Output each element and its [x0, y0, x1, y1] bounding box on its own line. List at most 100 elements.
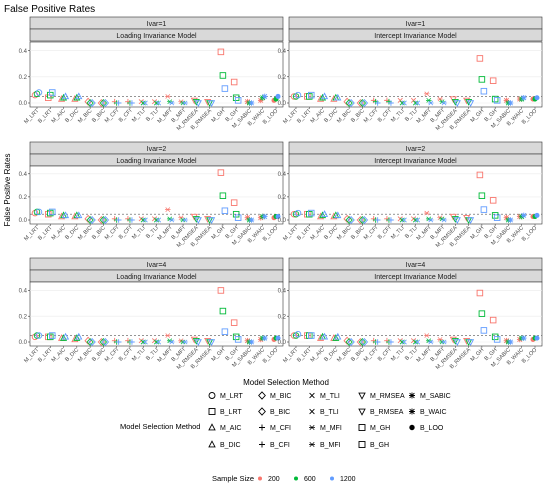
data-point-m-aic-1200	[321, 210, 329, 217]
data-point-b-lrt-600	[306, 93, 313, 100]
legend-key-size-1200	[330, 476, 334, 481]
legend-key-b-mfi	[309, 441, 315, 448]
data-point-b-bic-600	[358, 98, 367, 108]
legend-label-m-mfi: M_MFI	[320, 425, 342, 432]
x-tick-label-m-cfi: M_CFI	[104, 108, 120, 124]
data-point-b-bic-1200	[101, 98, 110, 108]
data-point-b-rmsea-1200	[208, 217, 216, 225]
data-point-b-mfi-1200	[441, 100, 447, 106]
data-point-m-mfi-200	[423, 91, 430, 97]
data-point-m-aic-1200	[321, 92, 329, 100]
data-point-b-bic-1200	[101, 337, 110, 347]
data-point-m-mfi-1200	[168, 100, 175, 106]
data-point-b-waic-1200	[261, 335, 268, 341]
data-point-b-lrt-1200	[308, 209, 315, 217]
data-point-b-lrt-1200	[308, 91, 315, 99]
data-point-m-gh-1200	[221, 328, 229, 335]
y-tick-label: 0.4	[19, 289, 28, 295]
y-tick-label: 0.2	[278, 75, 287, 81]
data-point-m-aic-600	[319, 93, 327, 101]
data-point-b-dic-200	[71, 212, 79, 220]
x-tick-label-m-gh: M_GH	[211, 225, 227, 241]
legend-label-b-lrt: B_LRT	[220, 409, 242, 416]
data-point-m-rmsea-600	[192, 98, 200, 106]
legend-key-b-loo	[409, 424, 415, 431]
data-point-m-lrt-200	[290, 332, 298, 339]
data-point-b-waic-600	[518, 213, 525, 220]
data-point-m-aic-1200	[62, 92, 70, 100]
x-tick-label-b-cfi: B_CFI	[377, 225, 393, 241]
data-point-b-cfi-1200	[129, 100, 135, 106]
data-point-b-dic-1200	[75, 92, 83, 100]
legend-key-size-200	[258, 476, 262, 481]
x-tick-label-b-cfi: B_CFI	[377, 347, 393, 363]
legend-label-m-rmsea: M_RMSEA	[370, 393, 405, 400]
data-point-b-loo-1200	[275, 214, 281, 220]
panel-1: Ivar=1 Loading Invariance Model 0.0 0.2 0.4 M…	[19, 16, 284, 132]
data-point-m-gh-1200	[221, 85, 229, 92]
data-point-m-aic-600	[60, 334, 68, 341]
legend-label-m-aic: M_AIC	[220, 425, 241, 432]
data-point-m-mfi-1200	[168, 217, 175, 223]
x-tick-label-m-gh: M_GH	[470, 108, 486, 124]
data-point-b-tli-600	[153, 100, 160, 106]
x-tick-label-m-cfi: M_CFI	[363, 108, 379, 124]
data-point-m-sabic-1200	[248, 217, 255, 223]
data-point-m-tli-600	[399, 339, 405, 345]
x-tick-label-b-cfi: B_CFI	[118, 108, 134, 124]
data-point-m-cfi-1200	[115, 100, 122, 106]
legend-label-m-bic: M_BIC	[270, 393, 291, 400]
panel-strip-bottom-label: Loading Invariance Model	[116, 33, 197, 40]
panel-6: Ivar=4 Intercept Invariance Model 0.0 0.2 0.…	[278, 257, 543, 371]
shape-legend: Model Selection Method M_LRT M_BIC M_TLI M_R…	[120, 391, 451, 449]
data-point-m-tli-600	[140, 217, 146, 223]
panel-strip-bottom-label: Loading Invariance Model	[116, 274, 197, 281]
y-tick-label: 0.2	[278, 314, 287, 320]
legend-label-m-tli: M_TLI	[320, 393, 340, 400]
data-point-b-lrt-1200	[49, 208, 56, 216]
data-point-m-tli-1200	[142, 100, 148, 106]
x-tick-label-m-tli: M_TLI	[390, 225, 406, 241]
data-point-m-rmsea-1200	[453, 217, 461, 225]
y-tick-label: 0.0	[278, 340, 287, 346]
data-point-m-sabic-1200	[248, 339, 255, 345]
x-tick-label-m-bic: M_BIC	[336, 225, 352, 241]
legend-label-b-loo: B_LOO	[420, 425, 444, 432]
legend-label-m-sabic: M_SABIC	[420, 393, 451, 400]
data-point-b-tli-1200	[155, 100, 162, 106]
x-tick-label-m-mfi: M_MFI	[157, 225, 174, 242]
data-point-b-mfi-200	[437, 337, 443, 342]
x-tick-label-b-loo: B_LOO	[262, 225, 280, 243]
data-point-m-tli-1200	[142, 339, 148, 345]
data-point-b-mfi-1200	[441, 217, 447, 223]
data-point-m-gh-600	[219, 192, 227, 199]
x-tick-label-m-cfi: M_CFI	[363, 347, 379, 363]
data-point-b-bic-600	[99, 215, 108, 225]
data-point-m-lrt-1200	[294, 91, 302, 99]
data-point-m-mfi-1200	[427, 100, 434, 106]
data-point-b-lrt-600	[306, 210, 313, 218]
data-point-m-bic-200	[343, 336, 351, 345]
data-point-m-gh-1200	[480, 327, 488, 334]
x-tick-label-b-loo: B_LOO	[521, 225, 539, 243]
data-point-b-gh-200	[489, 77, 497, 84]
legend-label-b-gh: B_GH	[370, 442, 389, 449]
data-point-m-rmsea-600	[451, 338, 459, 345]
legend-key-b-tli	[309, 408, 315, 415]
panel-strip-bottom-label: Intercept Invariance Model	[374, 33, 457, 40]
data-point-m-aic-200	[317, 334, 325, 341]
y-tick-label: 0.4	[278, 49, 287, 55]
data-point-m-lrt-1200	[35, 332, 43, 339]
data-point-b-gh-200	[230, 199, 238, 206]
data-point-m-bic-200	[343, 214, 351, 223]
x-tick-label-m-gh: M_GH	[470, 347, 486, 363]
data-point-m-tli-1200	[142, 217, 148, 223]
data-point-b-waic-600	[518, 96, 525, 102]
data-point-m-tli-600	[140, 339, 146, 345]
data-point-b-waic-1200	[520, 335, 527, 341]
panel-4: Ivar=2 Intercept Invariance Model 0.0 0.2 0.…	[278, 141, 543, 249]
data-point-b-dic-1200	[334, 332, 342, 340]
data-point-b-lrt-1200	[49, 332, 56, 339]
panel-strip-top-label: Ivar=1	[147, 21, 167, 28]
data-point-m-bic-600	[86, 98, 94, 108]
